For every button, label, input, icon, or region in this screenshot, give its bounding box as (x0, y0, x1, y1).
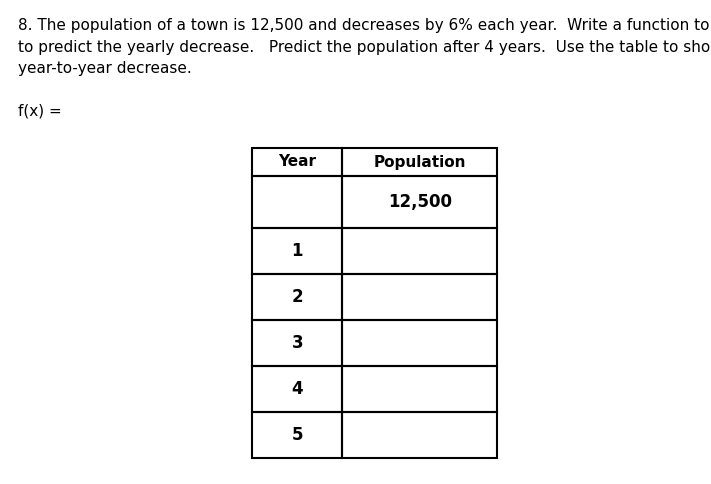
Text: 5: 5 (292, 426, 303, 444)
Text: 4: 4 (292, 380, 303, 398)
Bar (252, 412, 343, 458)
Bar (252, 366, 343, 412)
Bar (343, 176, 498, 228)
Bar (343, 366, 498, 412)
Bar (252, 320, 343, 366)
Text: 8. The population of a town is 12,500 and decreases by 6% each year.  Write a fu: 8. The population of a town is 12,500 an… (18, 18, 711, 76)
Bar (252, 176, 343, 228)
Bar (343, 228, 498, 274)
Text: Year: Year (279, 154, 316, 169)
Text: f(x) =: f(x) = (18, 103, 62, 118)
Bar (343, 320, 498, 366)
Bar (252, 228, 343, 274)
Text: 1: 1 (292, 242, 303, 260)
Bar (343, 412, 498, 458)
Bar (343, 274, 498, 320)
Bar (343, 148, 498, 176)
Text: 2: 2 (292, 288, 303, 306)
Bar (252, 274, 343, 320)
Text: Population: Population (374, 154, 466, 169)
Bar (252, 148, 343, 176)
Text: 12,500: 12,500 (388, 193, 452, 211)
Text: 3: 3 (292, 334, 303, 352)
